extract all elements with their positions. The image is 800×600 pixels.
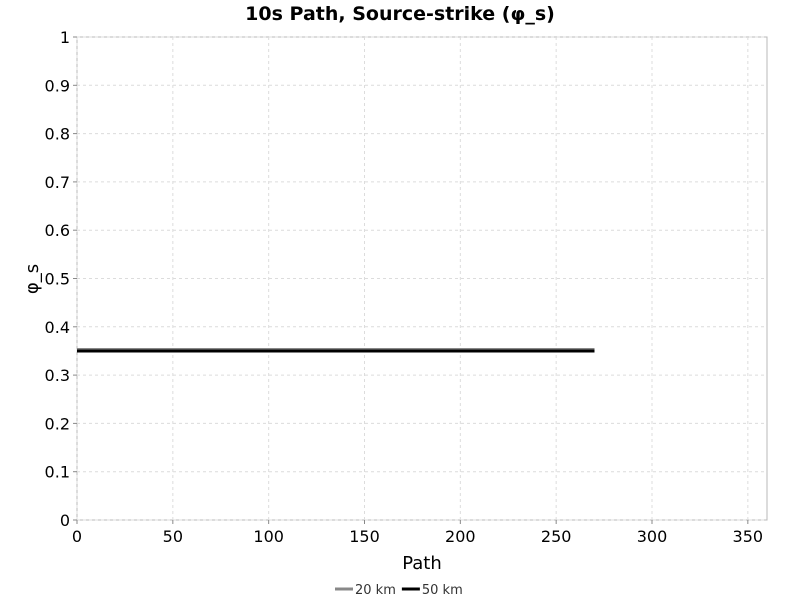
y-tick-label: 0.4 — [45, 318, 70, 337]
y-axis-ticks: 0 0.1 0.2 0.3 0.4 0.5 0.6 0.7 0.8 0.9 1 — [45, 28, 77, 530]
y-tick-label: 0.2 — [45, 414, 70, 433]
y-tick-label: 0.3 — [45, 366, 70, 385]
chart-title: 10s Path, Source-strike (φ_s) — [245, 3, 555, 25]
y-tick-label: 0.6 — [45, 221, 70, 240]
y-tick-label: 0.9 — [45, 76, 70, 95]
x-tick-label: 0 — [72, 527, 82, 546]
x-tick-label: 100 — [253, 527, 284, 546]
x-tick-label: 350 — [733, 527, 764, 546]
y-tick-label: 0 — [60, 511, 70, 530]
y-tick-label: 0.5 — [45, 270, 70, 289]
y-tick-label: 0.1 — [45, 463, 70, 482]
x-axis-label: Path — [402, 553, 442, 574]
y-tick-label: 0.8 — [45, 125, 70, 144]
series-layer — [77, 348, 595, 353]
x-tick-label: 300 — [637, 527, 668, 546]
y-tick-label: 1 — [60, 28, 70, 47]
x-tick-label: 50 — [163, 527, 183, 546]
y-tick-label: 0.7 — [45, 173, 70, 192]
legend: 20 km 50 km — [335, 583, 463, 598]
grid-layer — [76, 36, 767, 521]
x-tick-label: 250 — [541, 527, 572, 546]
x-tick-label: 200 — [445, 527, 476, 546]
x-tick-label: 150 — [349, 527, 380, 546]
legend-label-1: 20 km — [355, 583, 396, 598]
legend-label-2: 50 km — [422, 583, 463, 598]
x-axis-ticks: 0 50 100 150 200 250 300 350 — [72, 520, 763, 546]
y-axis-label: φ_s — [22, 264, 43, 294]
